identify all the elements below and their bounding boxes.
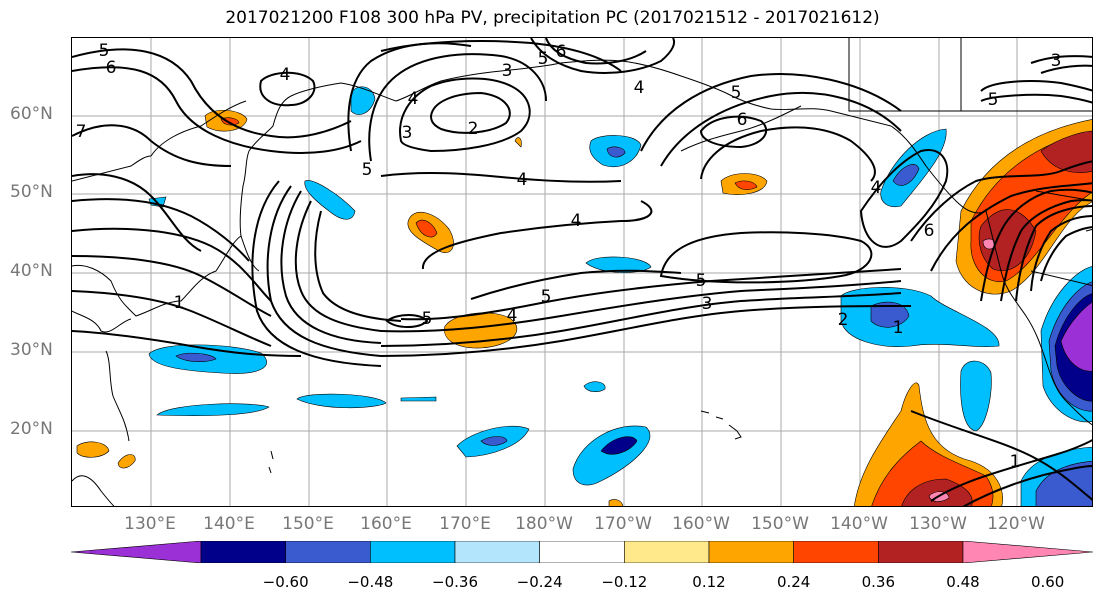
contour-label: 6 (106, 58, 117, 78)
contour-label: 6 (737, 110, 748, 130)
contour-label: 1 (1010, 452, 1021, 472)
colorbar-bin (878, 541, 964, 563)
contour-label: 5 (988, 90, 999, 110)
contour-label: 3 (702, 294, 713, 314)
contour-label: 1 (174, 293, 185, 313)
lon-label-160w: 160°W (672, 514, 730, 534)
colorbar-tick-label: −0.12 (601, 573, 648, 591)
contour-label: 5 (696, 271, 707, 291)
colorbar-bin (285, 541, 371, 563)
contour-label: 3 (1051, 51, 1062, 71)
colorbar-bin (624, 541, 710, 563)
colorbar (71, 541, 1093, 563)
colorbar-tick-label: 0.12 (692, 573, 726, 591)
shade-negative-region (606, 146, 626, 158)
shade-positive-region (608, 499, 624, 506)
contour-label: 4 (408, 89, 419, 109)
contour-label: 4 (507, 306, 518, 326)
shade-negative-region (304, 180, 356, 220)
contour-label: 5 (422, 309, 433, 329)
shade-negative-region (175, 352, 217, 362)
contour-label: 4 (280, 65, 291, 85)
colorbar-bin (708, 541, 794, 563)
lat-label-30n: 30°N (10, 340, 53, 360)
contour-label: 6 (924, 221, 935, 241)
colorbar-bin (539, 541, 625, 563)
shade-negative-region (1035, 460, 1092, 506)
colorbar-tick-label: 0.48 (946, 573, 980, 591)
contour-label: 5 (731, 83, 742, 103)
contour-label: 5 (99, 41, 110, 61)
shade-negative-region (892, 164, 920, 186)
shade-negative-region (960, 360, 992, 432)
contour-label: 4 (571, 211, 582, 231)
colorbar-tick-label: −0.24 (516, 573, 563, 591)
colorbar-tick-label: 0.36 (861, 573, 896, 591)
contour-label: 6 (556, 42, 567, 62)
lat-label-50n: 50°N (10, 182, 53, 202)
contour-label: 2 (838, 310, 849, 330)
colorbar-bin (793, 541, 879, 563)
colorbar-tick-label: −0.60 (262, 573, 309, 591)
colorbar-tick-label: −0.36 (432, 573, 478, 591)
lon-label-140w: 140°W (830, 514, 888, 534)
contour-labels: 5 6 4 7 2 3 5 6 4 4 5 5 3 6 5 4 4 5 4 6 … (76, 41, 1062, 472)
colorbar-bin (454, 541, 540, 563)
contour-label: 4 (517, 170, 528, 190)
colorbar-extend-high (962, 541, 1093, 563)
map-panel: 5 6 4 7 2 3 5 6 4 4 5 5 3 6 5 4 4 5 4 6 … (71, 37, 1093, 507)
pv-contours (72, 38, 1092, 506)
shade-negative-region (840, 287, 1000, 347)
shade-negative-region (1060, 301, 1092, 372)
lon-label-130e: 130°E (124, 514, 176, 534)
contour-label: 5 (362, 160, 373, 180)
shade-positive-region (76, 441, 110, 458)
shade-negative-region (156, 403, 270, 417)
colorbar-extend-low (71, 541, 202, 563)
lat-label-60n: 60°N (10, 104, 53, 124)
map-title: 2017021200 F108 300 hPa PV, precipitatio… (225, 8, 880, 28)
shade-positive-region (514, 137, 522, 148)
lon-label-170e: 170°E (439, 514, 491, 534)
precipitation-shading (76, 86, 1092, 506)
lon-label-160e: 160°E (360, 514, 412, 534)
lon-label-150e: 150°E (282, 514, 334, 534)
colorbar-tick-label: 0.60 (1030, 573, 1065, 591)
contour-label: 2 (468, 119, 479, 139)
shade-negative-region (583, 381, 606, 392)
shade-positive-region (415, 219, 438, 238)
contour-label: 7 (76, 122, 87, 142)
contour-label: 5 (538, 49, 549, 69)
colorbar-bin (200, 541, 286, 563)
lon-label-130w: 130°W (909, 514, 967, 534)
contour-label: 4 (871, 178, 882, 198)
shade-negative-region (296, 393, 387, 409)
contour-label: 4 (634, 78, 645, 98)
shade-negative-region (572, 425, 651, 486)
colorbar-bin (370, 541, 456, 563)
lat-label-20n: 20°N (10, 419, 53, 439)
lat-label-40n: 40°N (10, 261, 53, 281)
shade-negative-region (870, 301, 910, 328)
shade-negative-region (600, 436, 638, 455)
shade-negative-region (350, 86, 376, 115)
lon-label-120w: 120°W (987, 514, 1045, 534)
shade-positive-region (734, 180, 758, 190)
contour-label: 1 (893, 318, 904, 338)
contour-label: 3 (502, 61, 513, 81)
shade-positive-region (1040, 130, 1092, 173)
lon-label-140e: 140°E (203, 514, 255, 534)
contour-label: 3 (402, 123, 413, 143)
lon-label-170w: 170°W (594, 514, 652, 534)
colorbar-tick-label: −0.48 (347, 573, 394, 591)
lon-label-150w: 150°W (751, 514, 809, 534)
colorbar-tick-label: 0.24 (776, 573, 811, 591)
shade-negative-region (400, 396, 437, 402)
shade-negative-region (480, 436, 508, 446)
contour-label: 5 (541, 287, 552, 307)
lon-label-180w: 180°W (515, 514, 573, 534)
shade-positive-region (117, 454, 136, 469)
